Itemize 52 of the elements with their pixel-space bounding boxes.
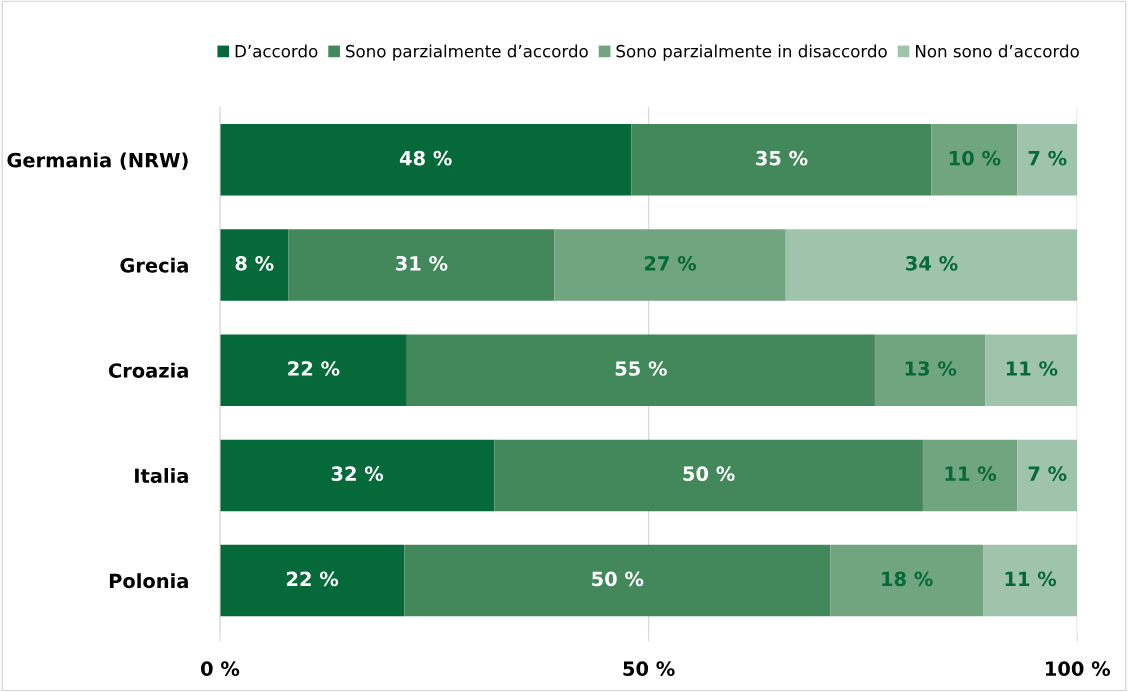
y-tick-label: Polonia <box>109 573 188 589</box>
bar <box>219 544 405 617</box>
legend-label: Non sono d’accordo <box>916 44 1079 58</box>
data-label: 13 % <box>905 361 957 376</box>
x-tick-label: 0 % <box>201 661 240 677</box>
data-label: 35 % <box>756 150 808 166</box>
bar <box>1017 439 1078 512</box>
legend-label: Sono parzialmente d’accordo <box>346 44 588 61</box>
bar <box>554 229 786 301</box>
data-label: 48 % <box>399 150 452 166</box>
bar <box>931 124 1018 196</box>
data-label: 22 % <box>288 361 340 376</box>
y-tick-label: Grecia <box>120 257 188 273</box>
data-label: 7 % <box>1028 466 1067 482</box>
x-tick-label: 100 % <box>1046 661 1111 677</box>
data-label: 8 % <box>235 255 274 271</box>
bar <box>874 334 986 406</box>
y-tick-label: Italia <box>135 468 188 484</box>
bar <box>1017 124 1078 196</box>
bar <box>404 544 831 617</box>
bar <box>830 544 983 617</box>
data-label: 10 % <box>949 150 1001 166</box>
legend-label: Sono parzialmente in disaccordo <box>616 44 887 61</box>
data-label: 11 % <box>1005 571 1057 587</box>
bar <box>219 229 289 301</box>
data-label: 7 % <box>1028 150 1067 166</box>
bar <box>219 334 407 406</box>
data-label: 22 % <box>287 571 339 587</box>
data-label: 18 % <box>882 571 933 587</box>
y-tick-label: Germania (NRW) <box>7 152 188 170</box>
bar <box>406 334 875 406</box>
bar <box>785 229 1078 301</box>
bar <box>219 124 632 196</box>
data-label: 11 % <box>1006 361 1058 376</box>
bar <box>631 124 932 196</box>
bar <box>288 229 555 301</box>
bar <box>494 439 923 512</box>
bar <box>982 544 1078 617</box>
bar <box>219 439 495 512</box>
y-tick-label: Croazia <box>108 362 188 378</box>
data-label: 11 % <box>945 466 997 482</box>
data-label: 34 % <box>906 255 958 271</box>
data-label: 50 % <box>683 466 735 482</box>
data-label: 32 % <box>331 466 384 482</box>
data-label: 55 % <box>615 361 667 376</box>
bar <box>985 334 1078 406</box>
bar <box>922 439 1018 512</box>
data-label: 50 % <box>592 571 644 587</box>
data-label: 31 % <box>396 255 448 271</box>
legend-label: D’accordo <box>235 44 318 58</box>
x-tick-label: 50 % <box>623 661 675 677</box>
data-label: 27 % <box>644 255 697 271</box>
